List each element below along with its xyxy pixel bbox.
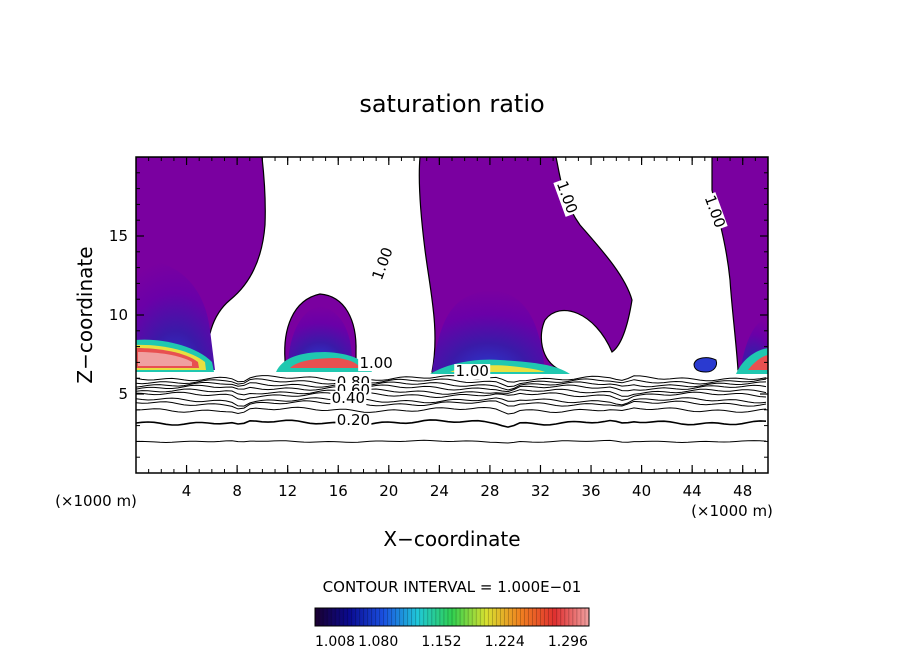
- x-tick-label: 32: [531, 482, 550, 500]
- plot-contents: [136, 157, 768, 444]
- x-tick-label: 36: [581, 482, 600, 500]
- contour-label-bg: [553, 177, 580, 217]
- contour-line: [136, 384, 767, 393]
- x-unit-label-right: (×1000 m): [691, 502, 773, 520]
- y-axis-ticks: 5 10 15: [109, 172, 768, 458]
- x-tick-label: 48: [733, 482, 752, 500]
- x-tick-label: 4: [182, 482, 192, 500]
- contour-line: [136, 391, 767, 401]
- contour-line: [136, 397, 767, 407]
- x-tick-label: 12: [278, 482, 297, 500]
- contour-label-bg: [369, 244, 397, 284]
- y-tick-label: 15: [109, 227, 128, 245]
- contour-line: [136, 375, 767, 383]
- contour-line: [136, 406, 767, 415]
- contour-label-bg: [330, 390, 367, 406]
- x-tick-label: 24: [430, 482, 449, 500]
- cloud-region-tower-small-core: [288, 306, 352, 362]
- colorbar-tick-labels: 1.008 1.080 1.152 1.224 1.296: [315, 634, 588, 650]
- contour-line: [136, 419, 767, 428]
- cloud-blob-small: [693, 357, 717, 373]
- contour-line: [136, 439, 767, 444]
- contour-label: 1.00: [456, 362, 489, 380]
- x-tick-label: 44: [683, 482, 702, 500]
- contour-label-bg: [701, 192, 728, 232]
- x-tick-label: 28: [480, 482, 499, 500]
- contour-line: [136, 400, 767, 410]
- y-axis-label: Z−coordinate: [73, 246, 97, 383]
- x-tick-label: 16: [329, 482, 348, 500]
- cloud-region-center-core: [432, 290, 545, 372]
- contour-label-bg: [358, 356, 395, 372]
- contour-line: [136, 381, 767, 391]
- contour-label-bg: [454, 364, 491, 380]
- x-axis-label: X−coordinate: [383, 527, 520, 551]
- contour-lines: [136, 375, 767, 444]
- x-axis-ticks: 4 8 12 16 20 24 28 32 36 40 44 48: [148, 157, 756, 500]
- colorbar-tick-label: 1.008: [315, 634, 355, 650]
- cloud-base-band-left-pink: [138, 352, 192, 366]
- y-tick-label: 5: [118, 385, 128, 403]
- contour-line: [136, 388, 767, 397]
- colorbar-tick-label: 1.296: [548, 634, 588, 650]
- colorbar-bar: [314, 607, 590, 627]
- contour-label: 0.40: [332, 389, 365, 407]
- colorbar: 1.008 1.080 1.152 1.224 1.296: [314, 607, 590, 650]
- colorbar-stripes: [318, 608, 586, 626]
- colorbar-tick-label: 1.080: [358, 634, 398, 650]
- cloud-base-band-right-red: [748, 355, 768, 370]
- x-unit-label-left: (×1000 m): [55, 492, 137, 510]
- x-tick-label: 20: [379, 482, 398, 500]
- x-tick-label: 40: [632, 482, 651, 500]
- cloud-base-band-tower-red: [290, 358, 360, 368]
- colorbar-tick-label: 1.224: [485, 634, 525, 650]
- colorbar-tick-label: 1.152: [421, 634, 461, 650]
- y-tick-label: 10: [109, 306, 128, 324]
- contour-label-bg: [335, 413, 372, 429]
- contour-label: 1.00: [359, 354, 392, 372]
- contour-line: [136, 378, 767, 388]
- contour-interval-text: CONTOUR INTERVAL = 1.000E−01: [323, 578, 582, 596]
- chart-title: saturation ratio: [359, 90, 544, 118]
- contour-label: 0.20: [337, 411, 370, 429]
- x-tick-label: 8: [232, 482, 242, 500]
